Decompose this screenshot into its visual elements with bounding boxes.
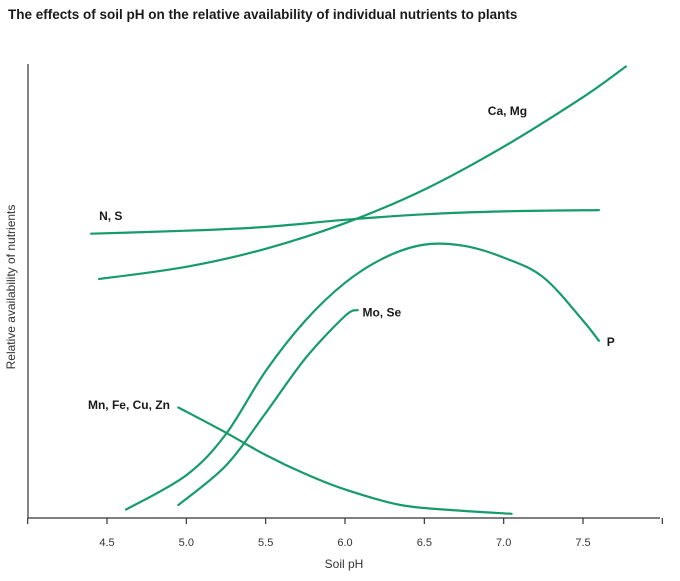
series-label-mo-se: Mo, Se xyxy=(362,305,401,319)
x-tick-label: 7.0 xyxy=(496,537,511,549)
chart-title: The effects of soil pH on the relative a… xyxy=(8,7,518,22)
series-line-mn-fe-cu-zn xyxy=(177,406,513,515)
x-tick-label: 5.5 xyxy=(258,537,273,549)
series-label-p: P xyxy=(607,335,615,349)
series-curves xyxy=(90,65,627,515)
x-tick-label: 7.5 xyxy=(575,537,590,549)
series-line-p xyxy=(124,242,600,511)
series-labels: Ca, Mg N, S P Mo, Se Mn, Fe, Cu, Zn xyxy=(88,104,615,412)
series-label-n-s: N, S xyxy=(99,209,122,223)
x-tick-label: 4.5 xyxy=(99,537,114,549)
series-line-ca-mg xyxy=(98,65,627,281)
series-line-n-s xyxy=(90,209,600,235)
y-axis-title: Relative availability of nutrients xyxy=(4,205,18,370)
series-line-mo-se xyxy=(177,309,359,507)
series-label-mn-fe-cu-zn: Mn, Fe, Cu, Zn xyxy=(88,398,170,412)
x-tick-label: 6.5 xyxy=(417,537,432,549)
x-axis-title: Soil pH xyxy=(325,557,364,571)
x-tick-label: 6.0 xyxy=(337,537,352,549)
x-ticks: 4.5 5.0 5.5 6.0 6.5 7.0 7.5 xyxy=(27,518,663,549)
series-label-ca-mg: Ca, Mg xyxy=(488,104,527,118)
x-tick-label: 5.0 xyxy=(179,537,194,549)
